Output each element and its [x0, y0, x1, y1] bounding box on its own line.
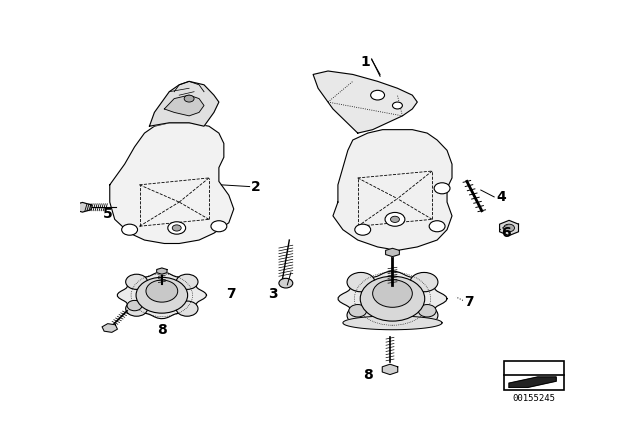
Polygon shape [382, 364, 397, 375]
Polygon shape [117, 272, 207, 319]
Text: 3: 3 [268, 287, 277, 301]
Text: 6: 6 [502, 226, 511, 240]
Bar [504, 361, 564, 390]
Circle shape [390, 216, 399, 223]
Text: 4: 4 [497, 190, 506, 204]
Circle shape [347, 272, 375, 292]
Polygon shape [333, 129, 452, 250]
Circle shape [385, 212, 405, 226]
Circle shape [410, 272, 438, 292]
Circle shape [125, 274, 147, 289]
Circle shape [279, 278, 292, 288]
Circle shape [176, 301, 198, 316]
Polygon shape [164, 95, 204, 116]
Circle shape [168, 222, 186, 234]
Circle shape [211, 221, 227, 232]
Circle shape [349, 305, 367, 317]
Polygon shape [313, 71, 417, 133]
Circle shape [410, 306, 438, 325]
Text: 2: 2 [251, 180, 261, 194]
Circle shape [360, 276, 425, 321]
Circle shape [419, 305, 436, 317]
Polygon shape [500, 220, 518, 236]
Circle shape [136, 277, 188, 313]
Circle shape [372, 280, 412, 307]
Polygon shape [102, 323, 117, 332]
Circle shape [347, 306, 375, 325]
Polygon shape [338, 271, 447, 326]
Circle shape [127, 301, 142, 311]
Circle shape [184, 95, 194, 102]
Circle shape [355, 224, 371, 235]
Text: 7: 7 [465, 295, 474, 309]
Polygon shape [343, 316, 442, 330]
Circle shape [122, 224, 138, 235]
Polygon shape [386, 248, 399, 257]
Polygon shape [509, 377, 556, 388]
Polygon shape [157, 268, 167, 274]
Circle shape [434, 183, 450, 194]
Text: 8: 8 [363, 368, 372, 382]
Circle shape [172, 225, 181, 231]
Polygon shape [110, 123, 234, 244]
Circle shape [176, 274, 198, 289]
Circle shape [504, 224, 515, 232]
Circle shape [392, 102, 403, 109]
Circle shape [371, 90, 385, 100]
Circle shape [429, 221, 445, 232]
Circle shape [146, 280, 178, 302]
Text: 5: 5 [102, 207, 112, 221]
Polygon shape [150, 82, 219, 126]
Text: 8: 8 [157, 323, 166, 337]
Text: 7: 7 [227, 287, 236, 301]
Circle shape [125, 301, 147, 316]
Text: 1: 1 [360, 56, 370, 69]
Text: 00155245: 00155245 [513, 394, 556, 403]
Polygon shape [74, 202, 91, 212]
